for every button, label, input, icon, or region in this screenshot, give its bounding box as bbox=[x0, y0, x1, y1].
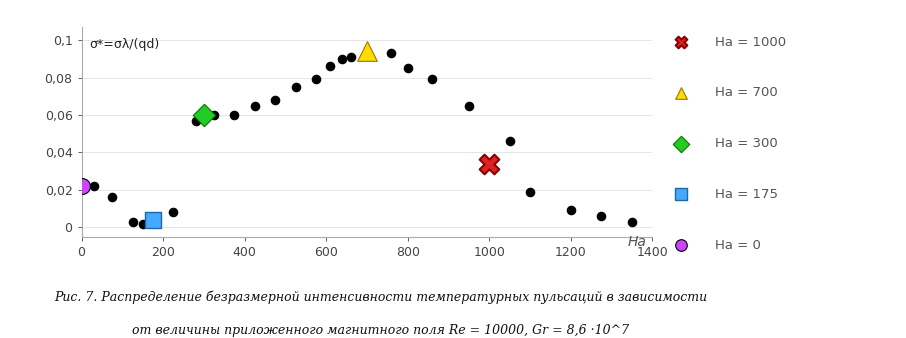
Text: Ha = 700: Ha = 700 bbox=[715, 87, 778, 99]
Point bbox=[197, 112, 211, 118]
Point bbox=[624, 219, 639, 224]
Text: от величины приложенного магнитного поля Re = 10000, Gr = 8,6 ·10^7: от величины приложенного магнитного поля… bbox=[132, 324, 629, 337]
Point bbox=[247, 103, 262, 108]
Point bbox=[227, 112, 242, 118]
Point bbox=[86, 184, 101, 189]
Point bbox=[188, 118, 203, 123]
Point bbox=[105, 195, 120, 200]
Point bbox=[146, 217, 160, 222]
Point bbox=[674, 40, 689, 45]
Point bbox=[400, 66, 415, 71]
Point bbox=[674, 141, 689, 146]
Text: σ*=σλ/(qd): σ*=σλ/(qd) bbox=[90, 38, 160, 51]
Text: Ha = 1000: Ha = 1000 bbox=[715, 36, 786, 49]
Point bbox=[136, 221, 150, 226]
Text: Ha = 175: Ha = 175 bbox=[715, 188, 778, 201]
Point bbox=[674, 90, 689, 96]
Point bbox=[125, 219, 140, 224]
Point bbox=[288, 84, 303, 90]
Point bbox=[343, 54, 358, 60]
Point bbox=[166, 210, 180, 215]
Point bbox=[594, 213, 609, 219]
Text: Ha: Ha bbox=[627, 235, 646, 249]
Point bbox=[384, 51, 399, 56]
Point bbox=[425, 77, 439, 82]
Text: Рис. 7. Распределение безразмерной интенсивности температурных пульсаций в завис: Рис. 7. Распределение безразмерной интен… bbox=[54, 291, 707, 304]
Point bbox=[323, 64, 337, 69]
Point bbox=[674, 242, 689, 248]
Point bbox=[309, 77, 323, 82]
Point bbox=[207, 112, 221, 118]
Point bbox=[335, 56, 350, 62]
Point bbox=[523, 189, 537, 194]
Point bbox=[360, 49, 374, 54]
Point bbox=[268, 97, 283, 103]
Text: Ha = 0: Ha = 0 bbox=[715, 239, 761, 251]
Point bbox=[462, 103, 477, 108]
Point bbox=[74, 184, 89, 189]
Text: Ha = 300: Ha = 300 bbox=[715, 137, 778, 150]
Point bbox=[564, 208, 578, 213]
Point bbox=[674, 192, 689, 197]
Point bbox=[482, 161, 496, 166]
Point bbox=[502, 139, 516, 144]
